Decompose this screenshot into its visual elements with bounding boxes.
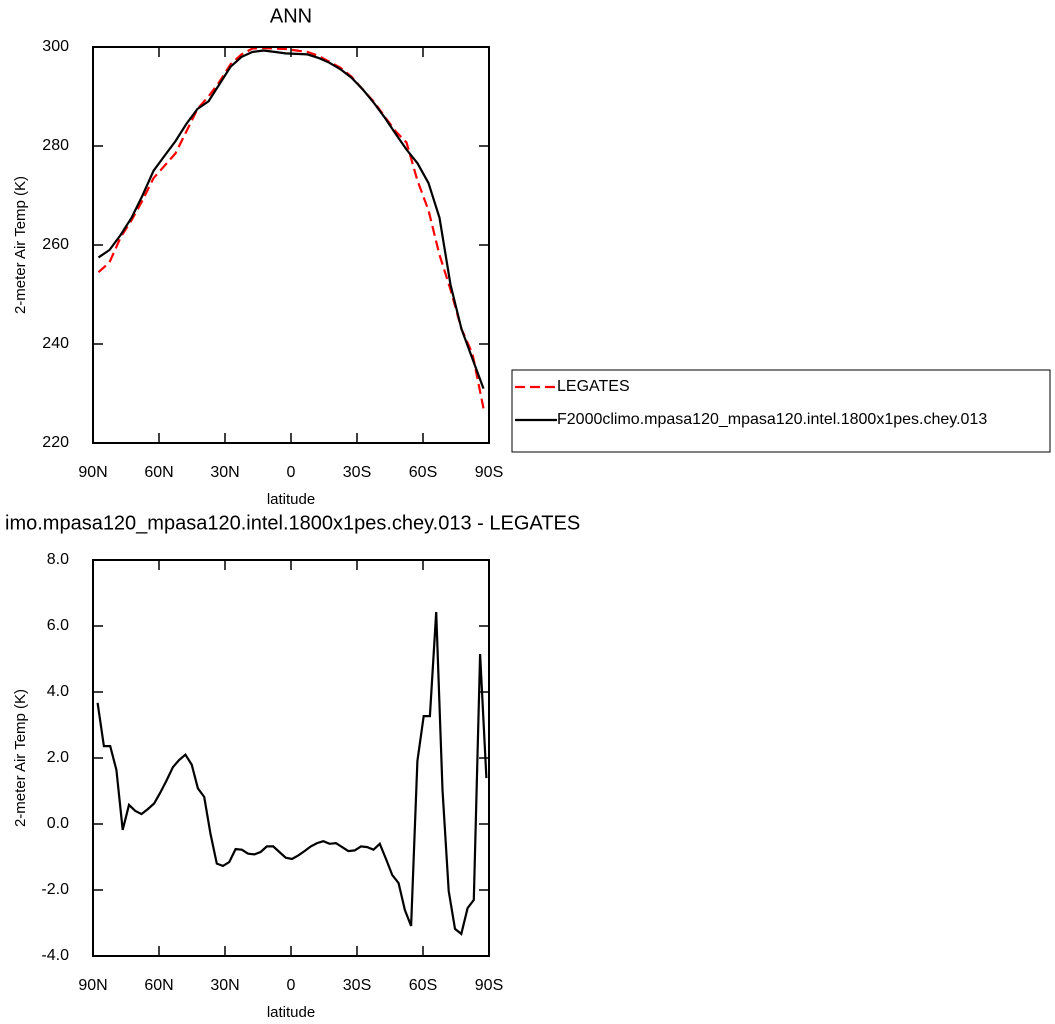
x-tick-label: 90N — [78, 977, 107, 994]
x-tick-label: 60S — [409, 464, 437, 481]
x-axis-label: latitude — [267, 491, 315, 508]
y-axis-label: 2-meter Air Temp (K) — [12, 689, 29, 827]
y-tick-label: 6.0 — [47, 617, 69, 634]
x-tick-label: 30N — [210, 464, 239, 481]
y-tick-label: -4.0 — [41, 947, 69, 964]
y-tick-label: 280 — [42, 137, 69, 154]
y-tick-label: 2.0 — [47, 749, 69, 766]
y-tick-label: 220 — [42, 434, 69, 451]
x-tick-label: 60N — [144, 464, 173, 481]
plot-frame — [92, 559, 490, 957]
y-axis-label: 2-meter Air Temp (K) — [12, 176, 29, 314]
data-line — [97, 46, 485, 409]
x-axis-label: latitude — [267, 1004, 315, 1021]
y-tick-label: -2.0 — [41, 881, 69, 898]
y-tick-label: 240 — [42, 335, 69, 352]
y-tick-label: 8.0 — [47, 551, 69, 568]
chart-title: imo.mpasa120_mpasa120.intel.1800x1pes.ch… — [5, 512, 580, 534]
data-line — [96, 612, 488, 936]
legend-label: F2000climo.mpasa120_mpasa120.intel.1800x… — [557, 411, 987, 428]
y-tick-label: 260 — [42, 236, 69, 253]
x-tick-label: 30S — [343, 977, 371, 994]
data-line — [97, 49, 485, 389]
plot-frame — [92, 46, 490, 444]
y-tick-label: 300 — [42, 38, 69, 55]
y-tick-label: 0.0 — [47, 815, 69, 832]
x-tick-label: 0 — [287, 464, 296, 481]
x-tick-label: 0 — [287, 977, 296, 994]
x-tick-label: 90S — [475, 977, 503, 994]
y-tick-label: 4.0 — [47, 683, 69, 700]
legend-label: LEGATES — [557, 378, 630, 395]
chart-title: ANN — [270, 5, 312, 27]
x-tick-label: 90N — [78, 464, 107, 481]
legend-box — [511, 369, 1051, 453]
x-tick-label: 30N — [210, 977, 239, 994]
x-tick-label: 60N — [144, 977, 173, 994]
x-tick-label: 60S — [409, 977, 437, 994]
x-tick-label: 30S — [343, 464, 371, 481]
x-tick-label: 90S — [475, 464, 503, 481]
